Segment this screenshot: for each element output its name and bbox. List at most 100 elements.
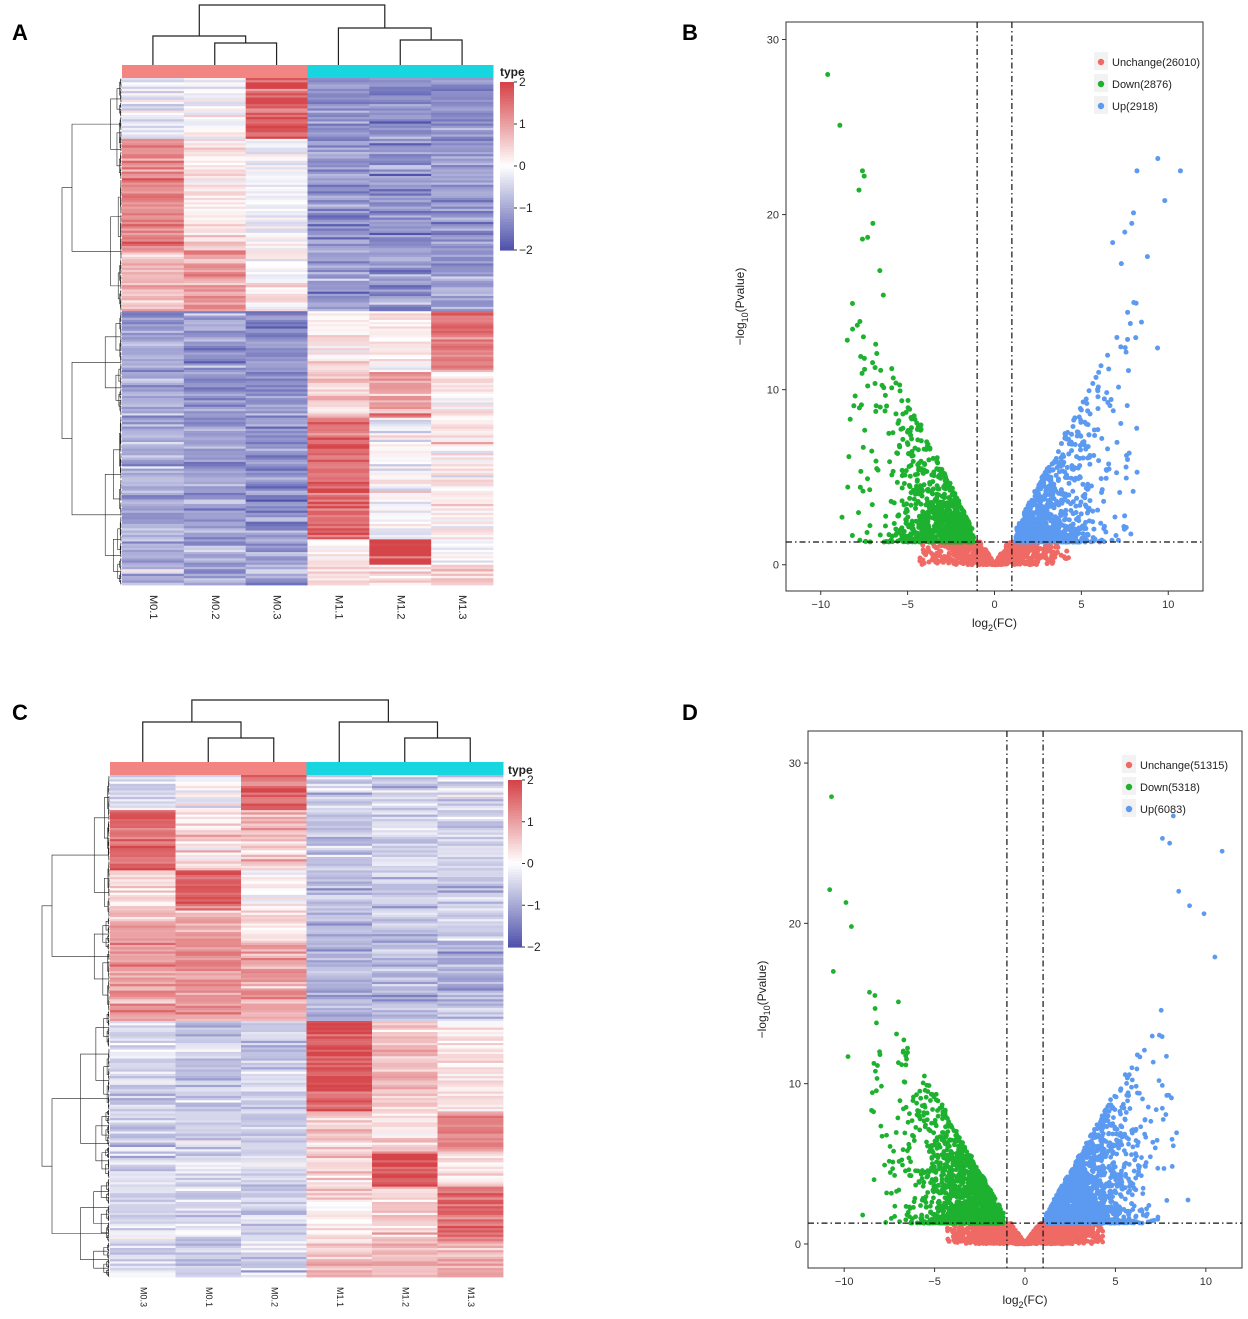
legend-swatch (508, 924, 522, 929)
heatmap-cell (241, 1247, 307, 1251)
heatmap-cell (437, 1149, 504, 1152)
heatmap-cell (122, 545, 185, 549)
heatmap-cell (183, 226, 247, 229)
heatmap-cell (241, 1272, 307, 1276)
heatmap-cell (369, 475, 432, 478)
heatmap-cell (110, 997, 176, 1000)
heatmap-cell (122, 459, 185, 463)
heatmap-cell (183, 356, 247, 360)
heatmap-cell (183, 156, 247, 159)
heatmap-cell (175, 1212, 242, 1216)
heatmap-cell (437, 1247, 504, 1251)
heatmap-cell (183, 169, 247, 173)
heatmap-cell (437, 868, 504, 871)
heatmap-cell (431, 537, 494, 540)
heatmap-cell (307, 293, 370, 297)
heatmap-cell (372, 1230, 438, 1233)
heatmap-cell (306, 997, 373, 1000)
heatmap-cell (372, 1020, 438, 1024)
heatmap-cell (122, 341, 185, 345)
heatmap-cell (241, 994, 307, 998)
heatmap-cell (183, 545, 247, 549)
heatmap-cell (307, 560, 370, 564)
heatmap-cell (431, 202, 494, 205)
heatmap-cell (183, 424, 247, 427)
heatmap-cell (431, 508, 494, 512)
heatmap-cell (110, 1040, 176, 1044)
heatmap-cell (245, 455, 308, 458)
heatmap-cell (110, 1204, 176, 1207)
heatmap-cell (122, 317, 185, 321)
heatmap-cell (183, 486, 247, 489)
heatmap-cell (175, 925, 242, 929)
heatmap-cell (369, 112, 432, 116)
heatmap-cell (245, 272, 308, 275)
legend-swatch (500, 98, 514, 103)
heatmap-cell (431, 541, 494, 544)
legend-swatch (508, 927, 522, 931)
heatmap-cell (307, 206, 370, 210)
heatmap-cell (307, 149, 370, 153)
heatmap-cell (431, 534, 494, 538)
heatmap-cell (431, 558, 494, 561)
point-unchange (1007, 552, 1013, 558)
column-label: M0.2 (269, 1287, 279, 1307)
heatmap-cell (245, 313, 308, 316)
heatmap-cell (369, 160, 432, 164)
heatmap-cell (307, 145, 370, 148)
heatmap-cell (372, 1245, 438, 1249)
heatmap-cell (183, 176, 247, 179)
heatmap-cell (122, 444, 185, 447)
heatmap-cell (110, 781, 176, 785)
legend-swatch (508, 824, 522, 828)
heatmap-cell (307, 562, 370, 566)
heatmap-cell (437, 839, 504, 842)
heatmap-cell (122, 404, 185, 408)
heatmap-cell (122, 215, 185, 218)
heatmap-cell (110, 1228, 176, 1231)
heatmap-cell (372, 1089, 438, 1092)
heatmap-cell (306, 984, 373, 987)
heatmap-cell (122, 291, 185, 295)
heatmap-cell (372, 955, 438, 959)
point-down (961, 520, 967, 526)
heatmap-cell (110, 1058, 176, 1062)
heatmap-cell (307, 269, 370, 273)
heatmap-cell (307, 282, 370, 286)
heatmap-cell (110, 845, 176, 849)
heatmap-cell (307, 138, 370, 142)
heatmap-cell (183, 239, 247, 243)
heatmap-cell (307, 160, 370, 164)
heatmap-cell (122, 80, 185, 83)
heatmap-cell (369, 569, 432, 572)
heatmap-cell (183, 326, 247, 330)
heatmap-cell (437, 1018, 504, 1022)
heatmap-cell (241, 1223, 307, 1227)
point-unchange (1048, 556, 1054, 562)
heatmap-cell (437, 1241, 504, 1244)
heatmap-cell (369, 341, 432, 345)
heatmap-cell (372, 845, 438, 849)
heatmap-cell (307, 134, 370, 138)
dendrogram-link (404, 737, 471, 762)
heatmap-cell (175, 929, 242, 933)
heatmap-cell (307, 547, 370, 551)
heatmap-cell (369, 408, 432, 412)
heatmap-cell (175, 1261, 242, 1265)
heatmap-cell (369, 171, 432, 175)
heatmap-cell (241, 779, 307, 782)
legend-swatch (500, 107, 514, 111)
heatmap-cell (306, 942, 373, 946)
heatmap-cell (431, 348, 494, 351)
heatmap-cell (245, 306, 308, 310)
heatmap-cell (110, 1144, 176, 1148)
heatmap-cell (307, 272, 370, 275)
heatmap-cell (241, 819, 307, 822)
legend-swatch (500, 87, 514, 91)
heatmap-cell (307, 228, 370, 232)
heatmap-cell (241, 1250, 307, 1253)
heatmap-cell (372, 988, 438, 991)
heatmap-cell (372, 1129, 438, 1132)
heatmap-cell (245, 171, 308, 175)
heatmap-cell (307, 530, 370, 534)
